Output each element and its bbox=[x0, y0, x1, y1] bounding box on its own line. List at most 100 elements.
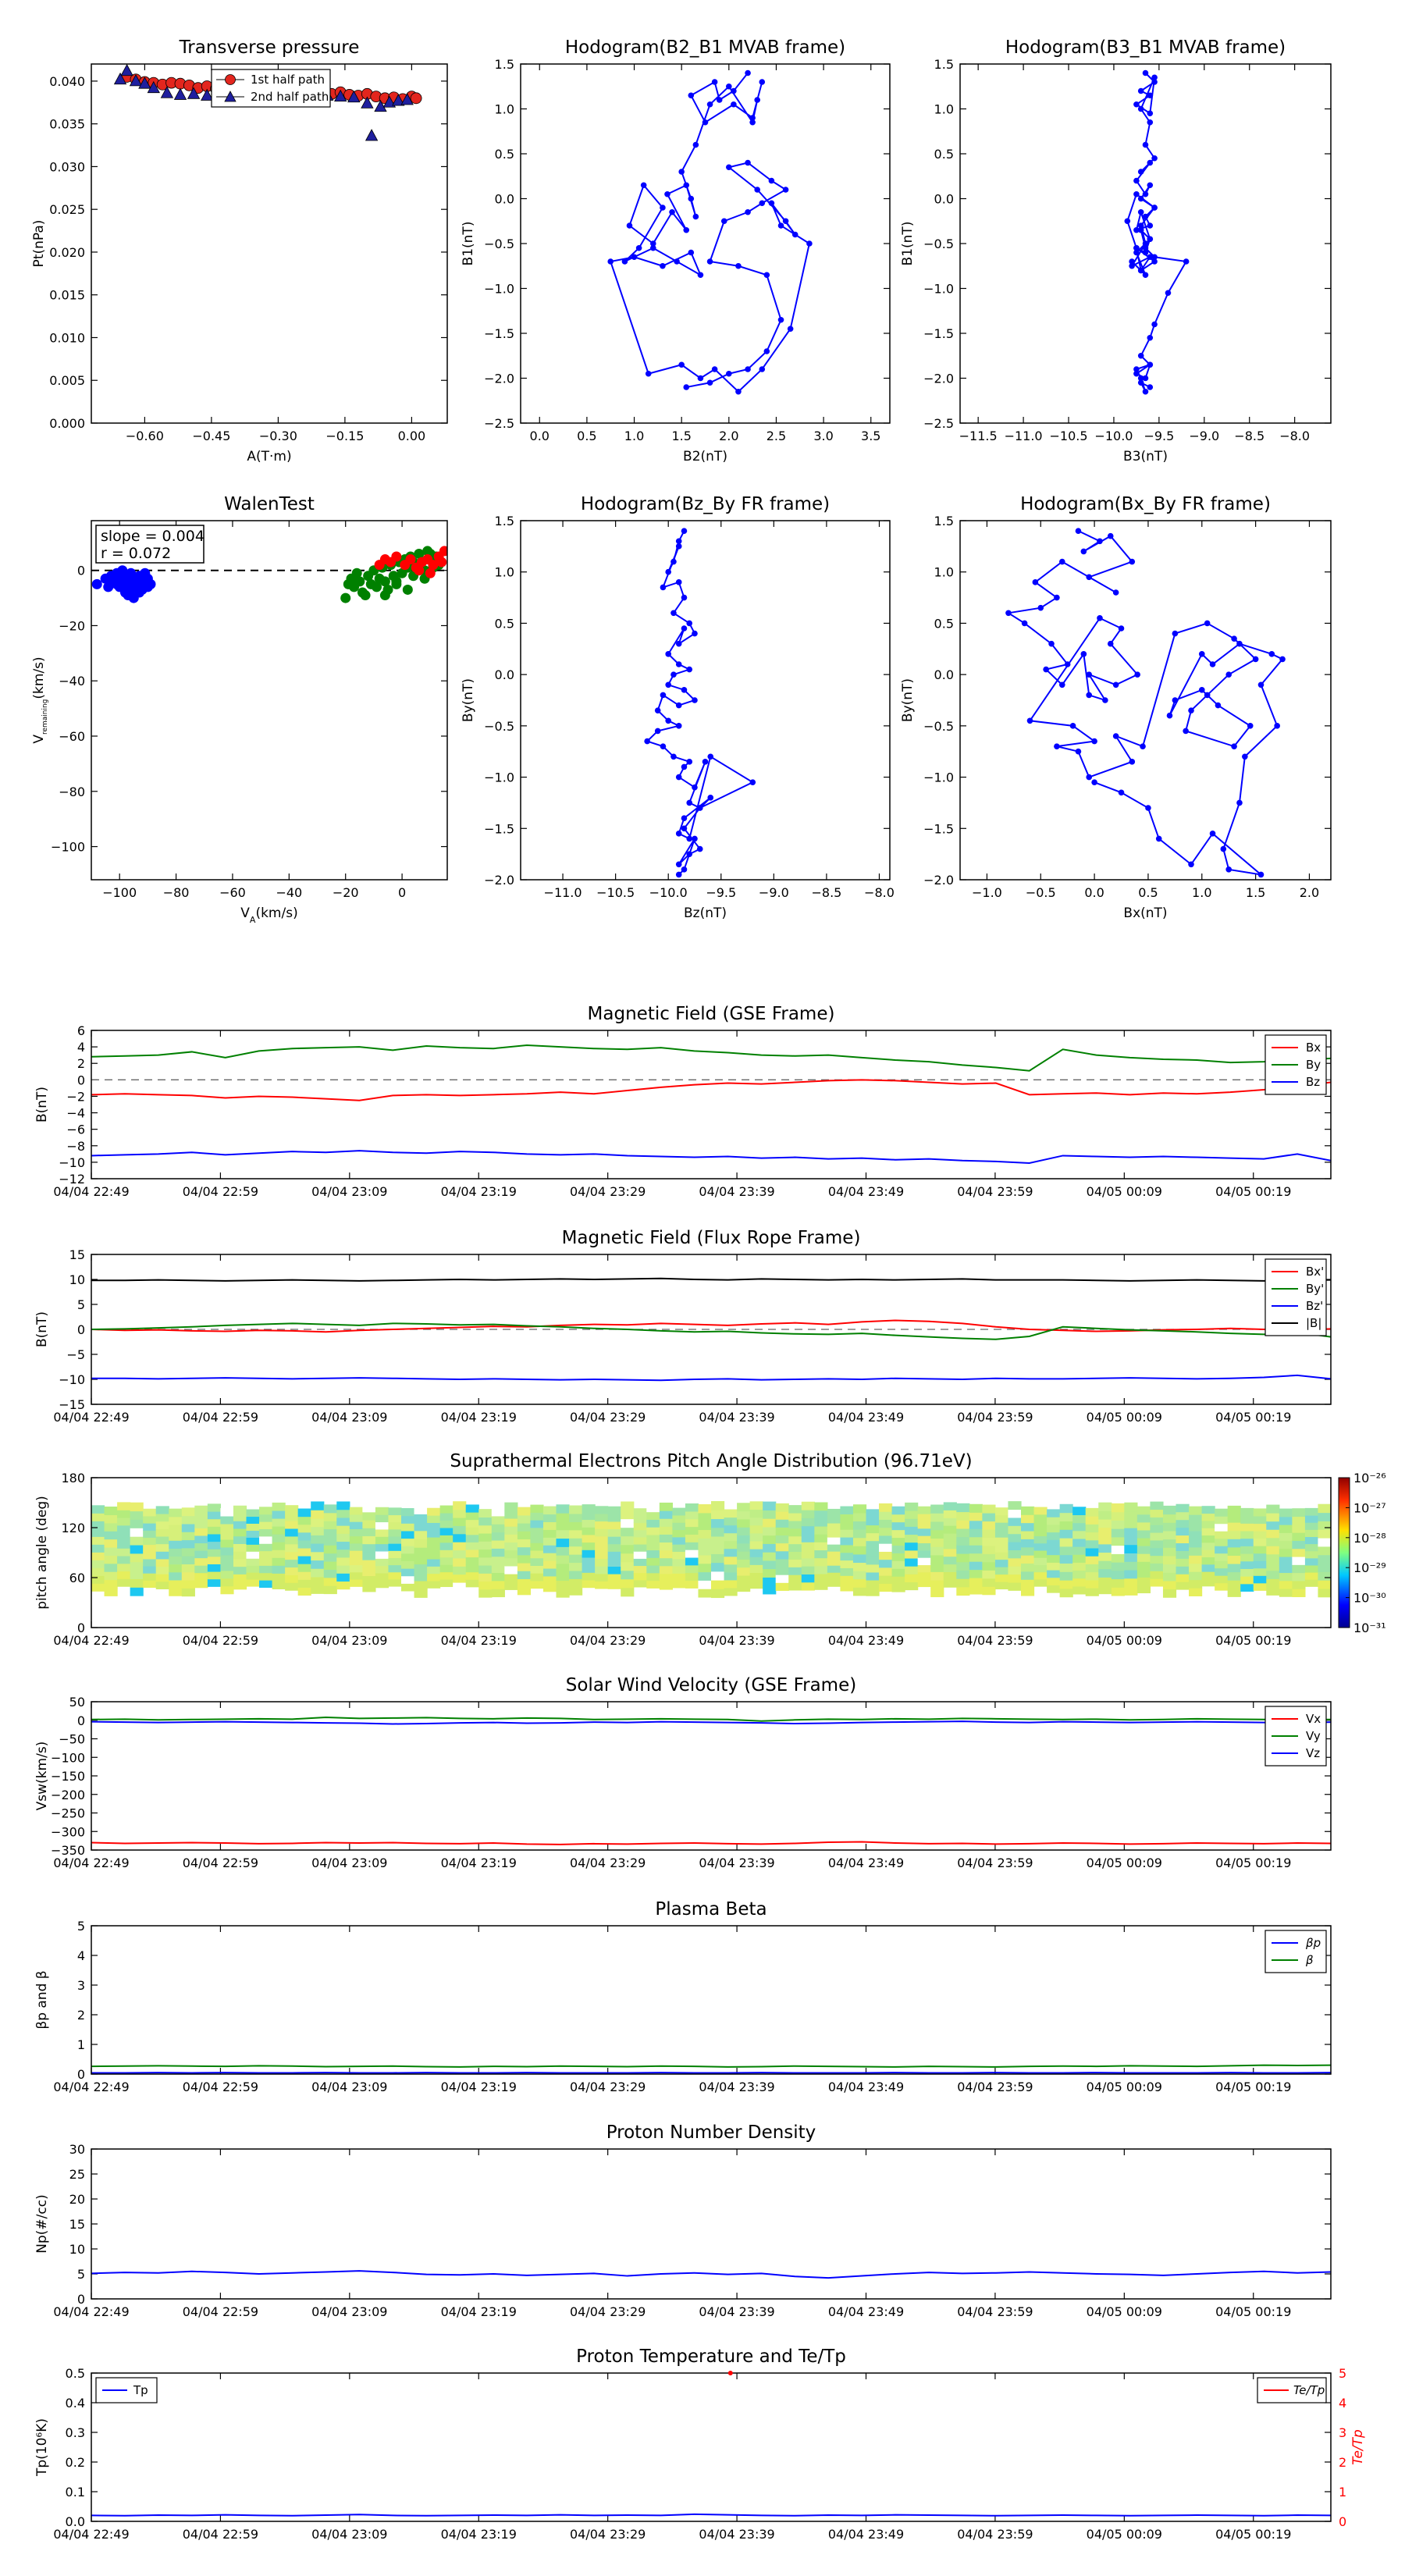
heatmap-cell bbox=[646, 1519, 660, 1528]
heatmap-cell bbox=[349, 1542, 363, 1551]
y-tick-label: −200 bbox=[51, 1788, 85, 1802]
heatmap-cell bbox=[439, 1578, 454, 1588]
chart-title: Plasma Beta bbox=[655, 1899, 767, 1920]
heatmap-cell bbox=[117, 1517, 131, 1526]
x-tick-label: 04/05 00:19 bbox=[1215, 2080, 1291, 2094]
heatmap-cell bbox=[814, 1573, 828, 1582]
heatmap-cell bbox=[1150, 1571, 1164, 1579]
y-tick-label: 1.5 bbox=[495, 514, 514, 528]
heatmap-cell bbox=[982, 1537, 996, 1546]
y-tick-label: −350 bbox=[51, 1843, 85, 1858]
data-point bbox=[683, 226, 690, 233]
heatmap-cell bbox=[349, 1571, 363, 1580]
x-tick-label: 04/04 22:59 bbox=[183, 1410, 258, 1425]
data-point bbox=[1086, 774, 1093, 781]
heatmap-cell bbox=[207, 1564, 222, 1572]
heatmap-cell bbox=[1098, 1560, 1112, 1570]
data-point bbox=[745, 208, 751, 215]
heatmap-cell bbox=[621, 1561, 635, 1571]
data-point bbox=[1137, 169, 1144, 175]
x-tick-label: 2.0 bbox=[1300, 885, 1319, 900]
data-point bbox=[1043, 666, 1049, 673]
heatmap-cell bbox=[169, 1516, 183, 1525]
heatmap-cell bbox=[1098, 1518, 1112, 1528]
heatmap-cell bbox=[1292, 1540, 1306, 1550]
heatmap-cell bbox=[1304, 1522, 1319, 1530]
chart-title: Transverse pressure bbox=[179, 37, 360, 58]
heatmap-cell bbox=[866, 1588, 880, 1596]
data-point bbox=[1268, 651, 1275, 657]
heatmap-cell bbox=[685, 1542, 699, 1550]
unit: (km/s) bbox=[31, 656, 47, 699]
series-line-vz bbox=[91, 1720, 1331, 1725]
heatmap-cell bbox=[595, 1506, 609, 1514]
x-tick-label: 04/04 23:19 bbox=[441, 2304, 517, 2319]
heatmap-cell bbox=[711, 1545, 725, 1554]
heatmap-cell bbox=[763, 1577, 777, 1586]
heatmap-cell bbox=[91, 1560, 105, 1568]
chart-title: Magnetic Field (Flux Rope Frame) bbox=[562, 1228, 861, 1248]
data-point bbox=[660, 584, 667, 591]
heatmap-cell bbox=[414, 1564, 428, 1573]
right-y-tick-label: 0 bbox=[1339, 2514, 1346, 2529]
heatmap-cell bbox=[414, 1555, 428, 1565]
heatmap-cell bbox=[711, 1535, 725, 1546]
x-tick-label: −8.5 bbox=[811, 885, 841, 900]
heatmap-cell bbox=[388, 1528, 402, 1537]
x-tick-label: 3.5 bbox=[861, 429, 880, 443]
x-tick-label: 04/04 23:59 bbox=[957, 1856, 1033, 1870]
heatmap-cell bbox=[1072, 1522, 1087, 1532]
y-axis-label: βp and β bbox=[34, 1970, 50, 2029]
heatmap-cell bbox=[375, 1521, 389, 1530]
data-point bbox=[1198, 687, 1205, 693]
heatmap-cell bbox=[259, 1521, 273, 1530]
heatmap-cell bbox=[633, 1572, 647, 1581]
heatmap-cell bbox=[491, 1515, 505, 1525]
data-point bbox=[782, 187, 789, 193]
heatmap-cell bbox=[1227, 1522, 1241, 1532]
heatmap-cell bbox=[866, 1548, 880, 1557]
data-point bbox=[1097, 615, 1103, 621]
y-tick-label: −60 bbox=[59, 729, 85, 744]
heatmap-cell bbox=[698, 1546, 712, 1556]
heatmap-cell bbox=[672, 1551, 686, 1560]
plot-frame bbox=[959, 520, 1332, 881]
chart-title: Hodogram(Bz_By FR frame) bbox=[581, 494, 830, 514]
data-point bbox=[1124, 218, 1131, 225]
heatmap-cell bbox=[336, 1573, 350, 1582]
heatmap-cell bbox=[375, 1543, 389, 1552]
heatmap-cell bbox=[711, 1571, 725, 1581]
heatmap-cell bbox=[1047, 1562, 1061, 1571]
heatmap-cell bbox=[956, 1536, 970, 1546]
heatmap-cell bbox=[91, 1575, 105, 1584]
heatmap-cell bbox=[659, 1565, 673, 1574]
heatmap-cell bbox=[1059, 1571, 1073, 1581]
heatmap-cell bbox=[852, 1553, 867, 1564]
heatmap-cell bbox=[453, 1525, 467, 1535]
heatmap-cell bbox=[542, 1575, 557, 1585]
y-tick-label: −1.5 bbox=[484, 326, 514, 341]
heatmap-cell bbox=[169, 1588, 183, 1596]
heatmap-cell bbox=[194, 1565, 208, 1574]
heatmap-cell bbox=[1215, 1575, 1229, 1584]
data-point bbox=[683, 384, 690, 390]
heatmap-cell bbox=[905, 1526, 919, 1535]
plot-frame bbox=[91, 1477, 1332, 1628]
colorbar-label: 10⁻²⁷ bbox=[1353, 1500, 1386, 1515]
chart-title: Proton Number Density bbox=[606, 2122, 816, 2143]
y-tick-label: −1.5 bbox=[923, 326, 954, 341]
heatmap-cell bbox=[724, 1548, 738, 1557]
data-point bbox=[660, 743, 667, 749]
data-point bbox=[414, 548, 425, 559]
heatmap-cell bbox=[814, 1510, 828, 1519]
heatmap-cell bbox=[362, 1551, 376, 1560]
heatmap-cell bbox=[1136, 1585, 1151, 1594]
heatmap-cell bbox=[1253, 1531, 1267, 1539]
heatmap-cell bbox=[530, 1520, 544, 1528]
data-point bbox=[1032, 579, 1039, 585]
data-point bbox=[635, 244, 642, 251]
chart-hodo_b2b1: Hodogram(B2_B1 MVAB frame)0.0 0.5 1.0 1.5 2.… bbox=[461, 37, 891, 464]
heatmap-cell bbox=[1240, 1515, 1254, 1524]
heatmap-cell bbox=[879, 1503, 893, 1512]
data-point bbox=[675, 640, 682, 647]
